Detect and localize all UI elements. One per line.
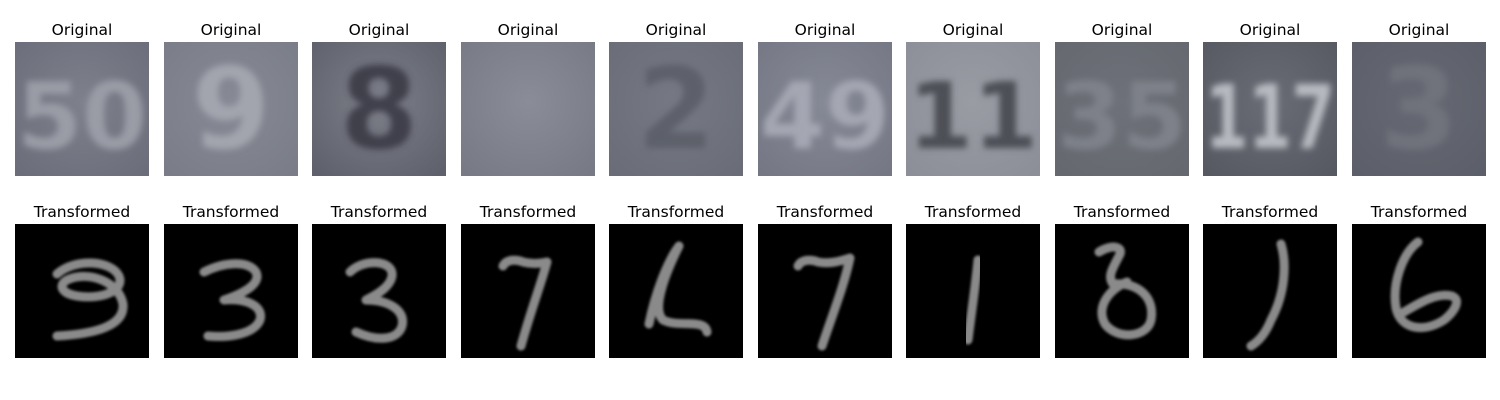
house-number-digits: 35 (1057, 63, 1187, 170)
house-number-digits: 11 (908, 63, 1038, 170)
transformed-title: Transformed (886, 202, 1060, 222)
original-digit-image: 2 (609, 42, 743, 176)
house-number-digits: 50 (17, 63, 147, 170)
transformed-digit-image (609, 224, 743, 358)
original-digit-image: 11 (906, 42, 1040, 176)
original-digit-image: 9 (164, 42, 298, 176)
transformed-digit-image (164, 224, 298, 358)
original-digit-image: 49 (758, 42, 892, 176)
transformed-digit-image (461, 224, 595, 358)
original-digit-image: 117 (1203, 42, 1337, 176)
original-digit-image (461, 42, 595, 176)
original-image: 50 (15, 42, 149, 176)
original-image: 2 (609, 42, 743, 176)
original-image: 9 (164, 42, 298, 176)
transformed-digit-image (906, 224, 1040, 358)
original-digit-image: 50 (15, 42, 149, 176)
original-image (461, 42, 595, 176)
transformed-image (15, 224, 149, 358)
original-image: 3 (1352, 42, 1486, 176)
transformed-title: Transformed (589, 202, 763, 222)
transformed-image (312, 224, 446, 358)
transformed-digit-image (1203, 224, 1337, 358)
transformed-image (906, 224, 1040, 358)
house-number-digits: 49 (760, 63, 890, 170)
transformed-digit-image (15, 224, 149, 358)
house-number-digits: 117 (1205, 66, 1335, 169)
transformed-image (609, 224, 743, 358)
house-number-digits: 2 (637, 45, 715, 175)
transformed-digit-image (1055, 224, 1189, 358)
original-title: Original (1332, 20, 1500, 40)
original-digit-image: 3 (1352, 42, 1486, 176)
original-image: 49 (758, 42, 892, 176)
transformed-digit-image (758, 224, 892, 358)
transformed-title: Transformed (292, 202, 466, 222)
original-title: Original (589, 20, 763, 40)
transformed-image (758, 224, 892, 358)
original-title: Original (1183, 20, 1357, 40)
transformed-title: Transformed (1332, 202, 1500, 222)
transformed-image (461, 224, 595, 358)
original-image: 8 (312, 42, 446, 176)
transformed-image (164, 224, 298, 358)
original-image: 11 (906, 42, 1040, 176)
original-image: 117 (1203, 42, 1337, 176)
original-title: Original (886, 20, 1060, 40)
transformed-digit-image (312, 224, 446, 358)
transformed-image (1203, 224, 1337, 358)
house-number-digits: 8 (340, 45, 418, 175)
transformed-image (1055, 224, 1189, 358)
original-image: 35 (1055, 42, 1189, 176)
original-title: Original (292, 20, 466, 40)
original-digit-image: 35 (1055, 42, 1189, 176)
original-digit-image: 8 (312, 42, 446, 176)
house-number-digits: 3 (1380, 45, 1458, 175)
transformed-title: Transformed (1183, 202, 1357, 222)
transformed-digit-image (1352, 224, 1486, 358)
transformed-image (1352, 224, 1486, 358)
house-number-digits: 9 (192, 45, 270, 175)
